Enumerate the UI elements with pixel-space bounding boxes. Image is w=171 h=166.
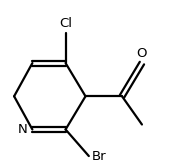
Text: O: O <box>137 47 147 60</box>
Text: Cl: Cl <box>59 17 72 30</box>
Text: N: N <box>18 123 27 136</box>
Text: Br: Br <box>92 150 107 163</box>
